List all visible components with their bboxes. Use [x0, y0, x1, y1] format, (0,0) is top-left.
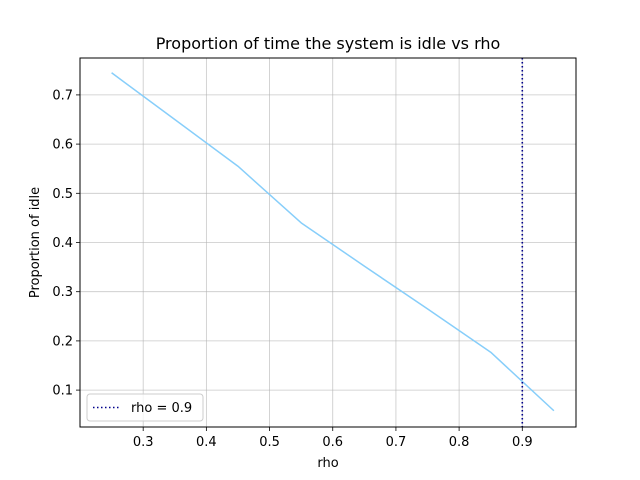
y-tick-label: 0.3: [52, 285, 73, 300]
y-axis-ticks: 0.1 0.2 0.3 0.4 0.5 0.6 0.7: [52, 88, 80, 399]
series-line: [111, 72, 555, 412]
y-tick-label: 0.5: [52, 187, 73, 202]
y-tick-label: 0.4: [52, 236, 73, 251]
x-tick-label: 0.3: [133, 435, 154, 450]
y-tick-label: 0.7: [52, 88, 73, 103]
chart-title: Proportion of time the system is idle vs…: [156, 34, 501, 53]
x-tick-label: 0.9: [512, 435, 533, 450]
x-tick-label: 0.5: [259, 435, 280, 450]
legend: rho = 0.9: [86, 393, 204, 422]
x-tick-label: 0.8: [449, 435, 470, 450]
x-tick-label: 0.6: [322, 435, 343, 450]
y-axis-label: Proportion of idle: [28, 187, 43, 298]
x-tick-label: 0.7: [386, 435, 407, 450]
legend-box: [86, 393, 204, 422]
x-tick-label: 0.4: [196, 435, 217, 450]
legend-label-reference-line: rho = 0.9: [131, 401, 192, 416]
y-tick-label: 0.6: [52, 138, 73, 153]
y-tick-label: 0.1: [52, 384, 73, 399]
x-axis-label: rho: [317, 456, 338, 471]
x-axis-ticks: 0.3 0.4 0.5 0.6 0.7 0.8 0.9: [133, 427, 533, 450]
series-layer: [111, 58, 555, 427]
y-tick-label: 0.2: [52, 334, 73, 349]
